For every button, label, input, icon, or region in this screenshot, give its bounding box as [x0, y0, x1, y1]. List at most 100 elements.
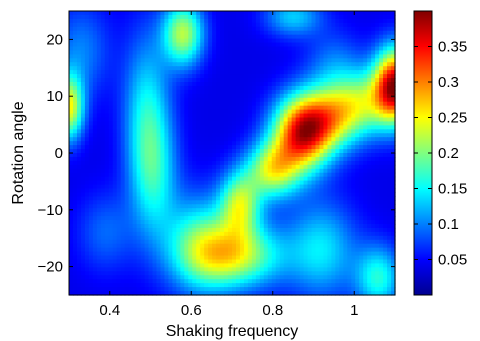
heatmap-cell — [315, 243, 321, 249]
heatmap-cell — [239, 188, 245, 194]
heatmap-cell — [251, 109, 257, 115]
heatmap-cell — [275, 216, 281, 221]
heatmap-cell — [287, 164, 293, 170]
heatmap-cell — [351, 105, 356, 111]
heatmap-cell — [69, 34, 74, 40]
heatmap-cell — [355, 93, 360, 99]
heatmap-cell — [104, 188, 110, 194]
heatmap-cell — [124, 192, 130, 197]
heatmap-cell — [132, 54, 138, 59]
heatmap-cell — [331, 133, 336, 138]
heatmap-cell — [295, 204, 301, 209]
heatmap-cell — [311, 156, 317, 162]
heatmap-cell — [160, 180, 166, 186]
heatmap-cell — [275, 46, 281, 52]
heatmap-cell — [232, 58, 237, 63]
heatmap-cell — [255, 200, 261, 205]
heatmap-cell — [295, 145, 301, 150]
heatmap-cell — [347, 156, 352, 162]
heatmap-cell — [379, 93, 384, 99]
heatmap-cell — [172, 50, 177, 55]
heatmap-cell — [327, 153, 332, 158]
heatmap-cell — [247, 133, 253, 138]
heatmap-cell — [184, 137, 189, 142]
heatmap-cell — [255, 164, 261, 170]
heatmap-cell — [96, 117, 102, 123]
heatmap-cell — [311, 58, 317, 63]
heatmap-cell — [224, 149, 229, 154]
heatmap-cell — [168, 109, 173, 115]
heatmap-cell — [239, 30, 245, 36]
heatmap-cell — [335, 129, 340, 134]
heatmap-cell — [383, 42, 388, 48]
heatmap-cell — [315, 176, 321, 182]
heatmap-cell — [192, 208, 197, 213]
heatmap-cell — [295, 133, 301, 138]
heatmap-cell — [160, 46, 166, 52]
heatmap-cell — [216, 117, 221, 123]
heatmap-cell — [247, 176, 253, 182]
heatmap-cell — [379, 34, 384, 40]
heatmap-cell — [212, 89, 217, 95]
heatmap-cell — [108, 11, 114, 16]
heatmap-cell — [140, 129, 146, 134]
heatmap-cell — [180, 58, 185, 63]
heatmap-cell — [339, 192, 344, 197]
heatmap-cell — [379, 141, 384, 146]
heatmap-cell — [235, 153, 241, 158]
heatmap-cell — [343, 204, 348, 209]
heatmap-cell — [180, 18, 185, 24]
heatmap-cell — [152, 58, 158, 63]
heatmap-cell — [291, 70, 297, 75]
heatmap-cell — [156, 50, 162, 55]
heatmap-cell — [391, 145, 396, 150]
heatmap-cell — [363, 11, 368, 16]
heatmap-cell — [303, 196, 309, 201]
heatmap-cell — [208, 14, 213, 20]
heatmap-cell — [371, 137, 376, 142]
heatmap-cell — [180, 231, 185, 237]
heatmap-cell — [180, 46, 185, 52]
heatmap-cell — [331, 176, 336, 182]
heatmap-cell — [172, 145, 177, 150]
heatmap-cell — [275, 26, 281, 32]
heatmap-cell — [299, 204, 305, 209]
heatmap-cell — [251, 11, 257, 16]
heatmap-cell — [303, 133, 309, 138]
heatmap-cell — [239, 113, 245, 119]
heatmap-cell — [343, 180, 348, 186]
heatmap-cell — [279, 46, 285, 52]
heatmap-cell — [247, 129, 253, 134]
heatmap-cell — [335, 85, 340, 91]
heatmap-cell — [204, 58, 209, 63]
heatmap-cell — [251, 196, 257, 201]
heatmap-cell — [267, 145, 273, 150]
heatmap-cell — [323, 133, 329, 138]
heatmap-cell — [112, 172, 118, 178]
heatmap-cell — [279, 11, 285, 16]
heatmap-cell — [172, 66, 177, 71]
heatmap-cell — [96, 78, 102, 83]
heatmap-cell — [132, 153, 138, 158]
heatmap-cell — [383, 58, 388, 63]
heatmap-cell — [363, 74, 368, 79]
heatmap-cell — [120, 208, 126, 213]
heatmap-cell — [283, 117, 289, 123]
heatmap-cell — [224, 133, 229, 138]
heatmap-cell — [311, 247, 317, 253]
heatmap-cell — [188, 212, 193, 217]
heatmap-cell — [172, 42, 177, 48]
heatmap-cell — [323, 34, 329, 40]
heatmap-cell — [88, 200, 94, 205]
heatmap-cell — [112, 78, 118, 83]
heatmap-cell — [96, 11, 102, 16]
heatmap-cell — [184, 231, 189, 237]
heatmap-cell — [224, 121, 229, 126]
heatmap-cell — [235, 188, 241, 194]
heatmap-cell — [335, 137, 340, 142]
heatmap-cell — [347, 62, 352, 67]
heatmap-cell — [279, 243, 285, 249]
heatmap-cell — [228, 46, 233, 52]
heatmap-cell — [184, 101, 189, 107]
heatmap-cell — [116, 18, 122, 24]
